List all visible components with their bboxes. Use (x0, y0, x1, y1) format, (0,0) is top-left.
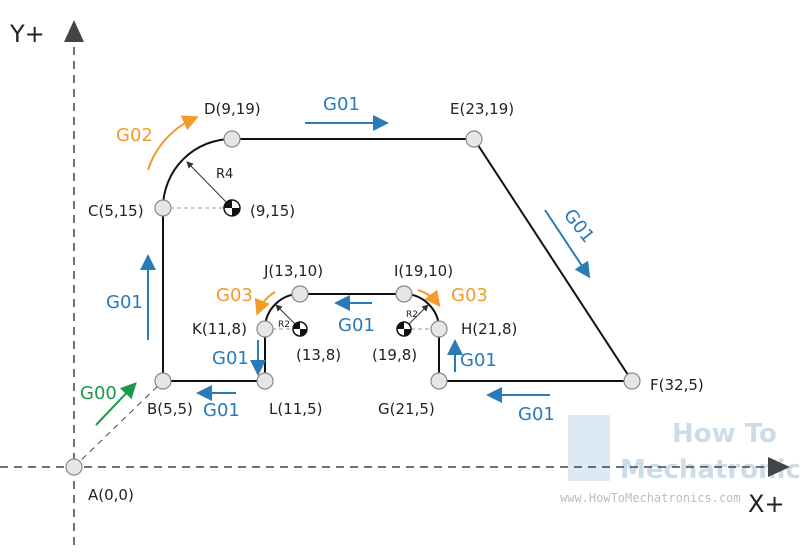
point (623, 372, 641, 390)
radius-label: R4 (216, 167, 233, 182)
point-label: H(21,8) (461, 320, 517, 338)
point (256, 372, 274, 390)
point-label: D(9,19) (204, 100, 261, 118)
x-arrow (768, 457, 790, 477)
center-mark-fill (293, 322, 307, 336)
motion-arrows (95, 115, 591, 426)
point (154, 199, 172, 217)
command: G01 (338, 315, 375, 336)
command: G00 (80, 383, 117, 404)
watermark-logo (568, 415, 610, 481)
y-arrow (64, 20, 84, 42)
point (223, 130, 241, 148)
toolpath (162, 138, 634, 382)
point (65, 458, 83, 476)
point (291, 285, 309, 303)
x-axis-label: X+ (748, 490, 785, 518)
centers (223, 199, 412, 337)
point (465, 130, 483, 148)
command: G01 (518, 404, 555, 425)
command: G01 (212, 348, 249, 369)
watermark-line1: How To (672, 419, 777, 449)
point-label: F(32,5) (650, 376, 704, 394)
command: G01 (323, 94, 360, 115)
points (65, 130, 641, 476)
point-label: C(5,15) (88, 202, 144, 220)
radius-label: R2 (278, 320, 290, 330)
point (256, 320, 274, 338)
command: G03 (451, 285, 488, 306)
center-label: (13,8) (296, 346, 341, 364)
command: G03 (216, 285, 253, 306)
command: G02 (116, 125, 153, 146)
point-label: A(0,0) (88, 486, 134, 504)
radius-label: R2 (406, 310, 418, 320)
y-axis-label: Y+ (9, 20, 45, 48)
point (430, 320, 448, 338)
command: G01 (203, 400, 240, 421)
point-label: J(13,10) (263, 262, 323, 280)
command: G01 (106, 292, 143, 313)
watermark-url: www.HowToMechatronics.com (560, 491, 741, 505)
point-label: E(23,19) (450, 100, 514, 118)
center-mark-fill (224, 200, 240, 216)
center-label: (19,8) (372, 346, 417, 364)
point (154, 372, 172, 390)
point (430, 372, 448, 390)
point-label: K(11,8) (192, 320, 247, 338)
command: G01 (460, 350, 497, 371)
point (395, 285, 413, 303)
radius-line (186, 161, 233, 209)
center-label: (9,15) (250, 202, 295, 220)
rapid-move (73, 380, 164, 468)
point-label: L(11,5) (269, 400, 322, 418)
point-label: I(19,10) (394, 262, 453, 280)
center-mark-fill (397, 322, 411, 336)
point-label: B(5,5) (147, 400, 193, 418)
point-label: G(21,5) (378, 400, 435, 418)
